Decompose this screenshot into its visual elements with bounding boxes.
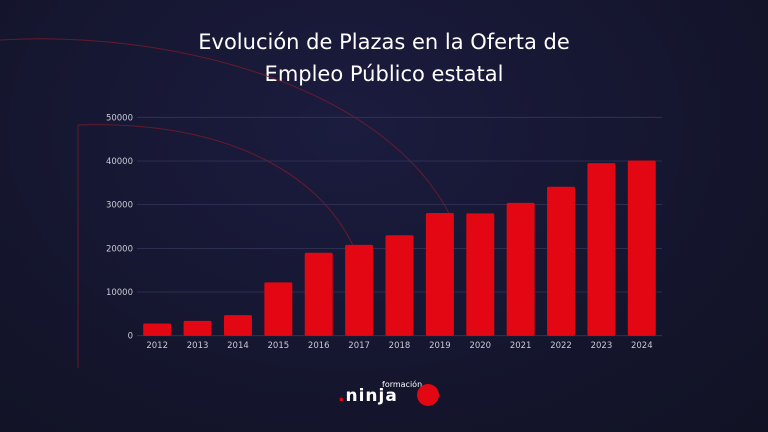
logo-small-text: formación <box>382 380 423 389</box>
bars <box>143 160 656 336</box>
bar-2014 <box>223 315 252 336</box>
y-tick-label: 30000 <box>106 201 133 211</box>
bar-2021 <box>506 202 535 336</box>
bar-2013 <box>183 320 212 336</box>
y-tick-label: 0 <box>128 332 133 342</box>
x-tick-label: 2012 <box>146 341 168 351</box>
x-tick-label: 2023 <box>591 341 613 351</box>
chart-title: Evolución de Plazas en la Oferta de Empl… <box>0 26 768 90</box>
bar-2016 <box>304 252 333 336</box>
x-axis: 2012 2013 2014 2015 2016 2017 2018 2019 2020 2021… <box>146 341 652 351</box>
decorative-arcs <box>0 38 451 368</box>
formacion-ninja-logo: formación .ninja <box>338 380 439 410</box>
bar-2018 <box>385 235 414 336</box>
bar-2019 <box>425 212 454 336</box>
x-tick-label: 2022 <box>550 341 572 351</box>
x-tick-label: 2017 <box>348 341 370 351</box>
bar-2020 <box>466 213 495 336</box>
chart-title-line-2: Empleo Público estatal <box>264 62 504 86</box>
x-tick-label: 2019 <box>429 341 451 351</box>
bar-2024 <box>627 160 656 336</box>
logo-big-text: .ninja <box>338 386 398 406</box>
x-tick-label: 2014 <box>227 341 249 351</box>
x-tick-label: 2013 <box>187 341 209 351</box>
y-axis: 0 10000 20000 30000 40000 50000 <box>106 113 133 341</box>
bar-2017 <box>345 244 374 336</box>
y-tick-label: 50000 <box>106 113 133 123</box>
bar-2012 <box>143 323 172 336</box>
x-tick-label: 2015 <box>268 341 290 351</box>
bar-2022 <box>547 186 576 336</box>
x-tick-label: 2020 <box>469 341 491 351</box>
bar-2023 <box>587 163 616 336</box>
bar-2015 <box>264 282 293 336</box>
y-tick-label: 10000 <box>106 288 133 298</box>
y-tick-label: 20000 <box>106 244 133 254</box>
chart-title-line-1: Evolución de Plazas en la Oferta de <box>198 30 570 54</box>
x-tick-label: 2016 <box>308 341 330 351</box>
y-tick-label: 40000 <box>106 157 133 167</box>
logo-circle-icon <box>417 384 439 406</box>
x-tick-label: 2024 <box>631 341 653 351</box>
x-tick-label: 2018 <box>389 341 411 351</box>
x-tick-label: 2021 <box>510 341 532 351</box>
